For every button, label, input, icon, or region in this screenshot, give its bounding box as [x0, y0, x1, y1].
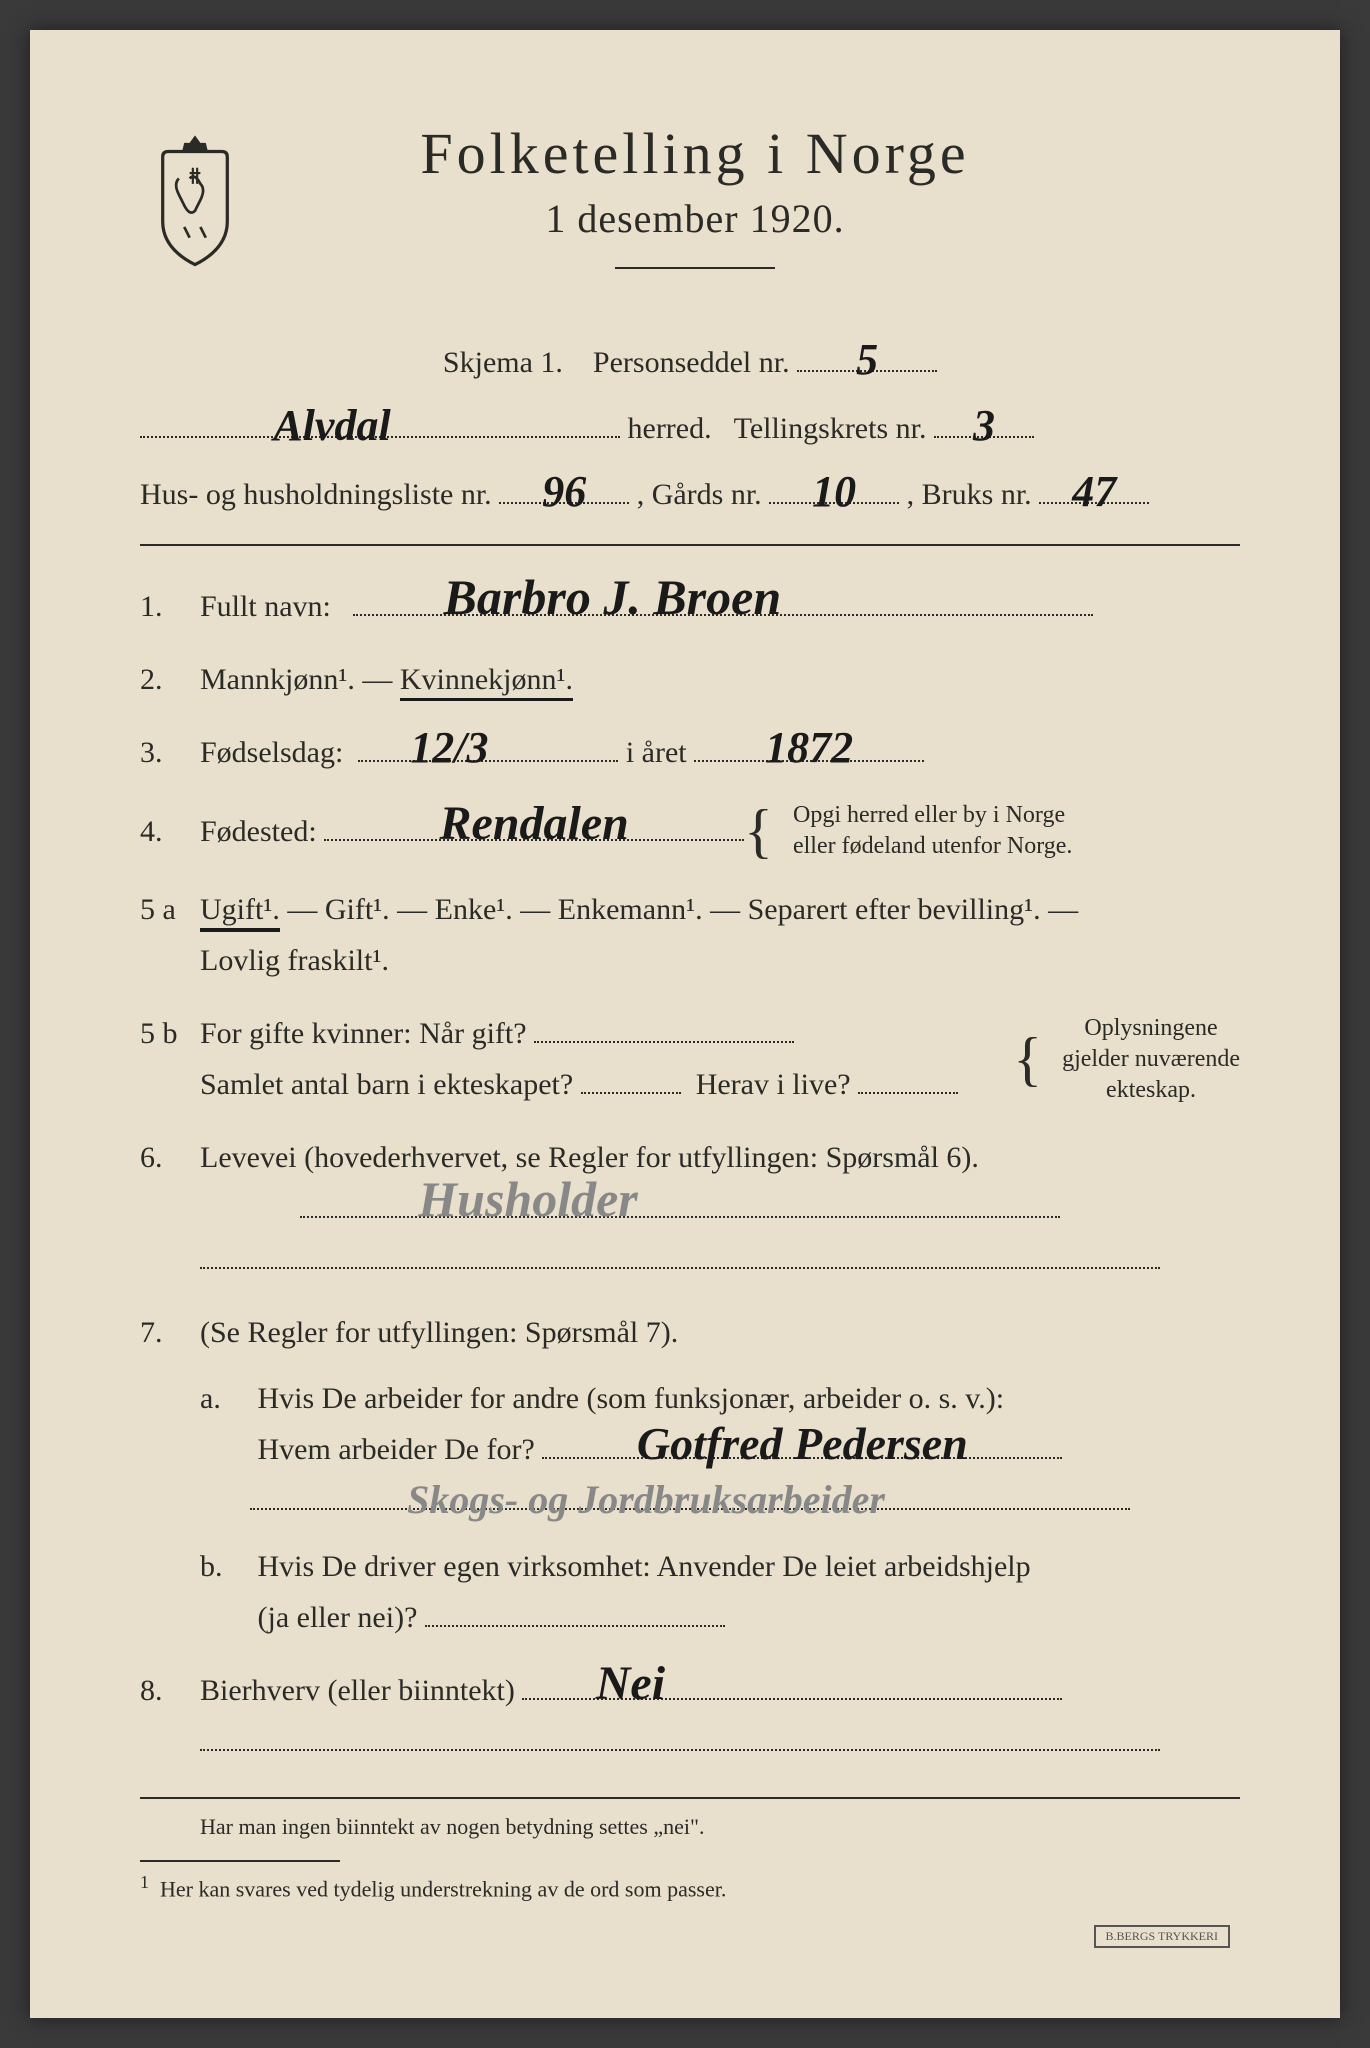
- printer-stamp: B.BERGS TRYKKERI: [1094, 1925, 1230, 1948]
- sub-a: a.: [200, 1373, 250, 1424]
- f5b-note: Oplysningene gjelder nuværende ekteskap.: [1062, 1013, 1240, 1107]
- field-num-4: 4.: [140, 806, 200, 857]
- tellingskrets-nr: 3: [973, 391, 995, 461]
- gards-label: , Gårds nr.: [637, 478, 762, 511]
- field-2: 2. Mannkjønn¹. — Kvinnekjønn¹.: [140, 654, 1240, 705]
- field-1: 1. Fullt navn: Barbro J. Broen: [140, 581, 1240, 632]
- f3-label: Fødselsdag:: [200, 736, 343, 769]
- footnote-divider: [140, 1797, 1240, 1799]
- meta-line-2: Alvdal herred. Tellingskrets nr. 3: [140, 405, 1240, 453]
- bruks-label: , Bruks nr.: [907, 478, 1032, 511]
- field-num-2: 2.: [140, 654, 200, 705]
- brace-icon: {: [744, 807, 773, 855]
- f7b-line1: Hvis De driver egen virksomhet: Anvender…: [258, 1550, 1031, 1583]
- field-num-8: 8.: [140, 1665, 200, 1716]
- meta-line-3: Hus- og husholdningsliste nr. 96 , Gårds…: [140, 471, 1240, 519]
- f8-value: Nei: [596, 1643, 665, 1725]
- personseddel-label: Personseddel nr.: [593, 346, 790, 379]
- footnote-short-divider: [140, 1860, 340, 1862]
- footnote-2: 1 Her kan svares ved tydelig understrekn…: [140, 1872, 1240, 1902]
- main-title: Folketelling i Norge: [290, 120, 1100, 187]
- herred-value: Alvdal: [273, 391, 390, 461]
- field-5b: 5 b For gifte kvinner: Når gift? Samlet …: [140, 1008, 1240, 1110]
- field-num-5a: 5 a: [140, 884, 200, 935]
- f3-day: 12/3: [410, 711, 488, 786]
- coat-of-arms-icon: [140, 130, 250, 270]
- f4-label: Fødested:: [200, 806, 317, 857]
- personseddel-nr: 5: [856, 325, 878, 395]
- f3-mid: i året: [626, 736, 687, 769]
- field-num-1: 1.: [140, 581, 200, 632]
- husliste-nr: 96: [542, 457, 586, 527]
- gards-nr: 10: [812, 457, 856, 527]
- tellingskrets-label: Tellingskrets nr.: [734, 412, 927, 445]
- divider-1: [140, 544, 1240, 546]
- field-8: 8. Bierhverv (eller biinntekt) Nei: [140, 1665, 1240, 1767]
- brace-icon-2: {: [1013, 1035, 1042, 1083]
- f5a-rest: — Gift¹. — Enke¹. — Enkemann¹. — Separer…: [280, 893, 1078, 926]
- f5a-selected: Ugift¹.: [200, 893, 280, 932]
- f5b-line2b: Herav i live?: [696, 1068, 851, 1101]
- field-num-7: 7.: [140, 1307, 200, 1358]
- title-divider: [615, 267, 775, 269]
- f7b-line2: (ja eller nei)?: [258, 1601, 418, 1634]
- f5b-label: For gifte kvinner: Når gift?: [200, 1017, 527, 1050]
- field-5a: 5 a Ugift¹. — Gift¹. — Enke¹. — Enkemann…: [140, 884, 1240, 986]
- f6-value: Husholder: [418, 1157, 638, 1242]
- f1-value: Barbro J. Broen: [444, 555, 782, 640]
- header: Folketelling i Norge 1 desember 1920.: [140, 120, 1240, 309]
- field-6: 6. Levevei (hovederhvervet, se Regler fo…: [140, 1132, 1240, 1285]
- title-block: Folketelling i Norge 1 desember 1920.: [290, 120, 1240, 309]
- husliste-label: Hus- og husholdningsliste nr.: [140, 478, 492, 511]
- subtitle: 1 desember 1920.: [290, 195, 1100, 242]
- f5a-line2: Lovlig fraskilt¹.: [200, 944, 389, 977]
- field-num-5b: 5 b: [140, 1008, 200, 1059]
- field-3: 3. Fødselsdag: 12/3 i året 1872: [140, 727, 1240, 778]
- field-num-6: 6.: [140, 1132, 200, 1183]
- sub-b: b.: [200, 1541, 250, 1592]
- meta-block: Skjema 1. Personseddel nr. 5 Alvdal herr…: [140, 339, 1240, 519]
- f4-note: Opgi herred eller by i Norge eller fødel…: [793, 800, 1072, 862]
- field-4: 4. Fødested: Rendalen { Opgi herred elle…: [140, 800, 1240, 862]
- f8-label: Bierhverv (eller biinntekt): [200, 1674, 515, 1707]
- field-num-3: 3.: [140, 727, 200, 778]
- f7a-value2: Skogs- og Jordbruksarbeider: [407, 1466, 885, 1534]
- f5b-line2a: Samlet antal barn i ekteskapet?: [200, 1068, 573, 1101]
- f7a-line2: Hvem arbeider De for?: [258, 1433, 535, 1466]
- bruks-nr: 47: [1072, 457, 1116, 527]
- f2-label: Mannkjønn¹. —: [200, 663, 392, 696]
- f2-option-selected: Kvinnekjønn¹.: [400, 663, 573, 701]
- f1-label: Fullt navn:: [200, 590, 331, 623]
- census-form-page: Folketelling i Norge 1 desember 1920. Sk…: [30, 30, 1340, 2018]
- skjema-label: Skjema 1.: [443, 346, 563, 379]
- footnote-1: Har man ingen biinntekt av nogen betydni…: [200, 1814, 1240, 1840]
- f3-year: 1872: [765, 711, 853, 786]
- herred-label: herred.: [628, 412, 712, 445]
- f4-value: Rendalen: [439, 783, 628, 865]
- f7-label: (Se Regler for utfyllingen: Spørsmål 7).: [200, 1316, 678, 1349]
- field-7: 7. (Se Regler for utfyllingen: Spørsmål …: [140, 1307, 1240, 1643]
- meta-line-1: Skjema 1. Personseddel nr. 5: [140, 339, 1240, 387]
